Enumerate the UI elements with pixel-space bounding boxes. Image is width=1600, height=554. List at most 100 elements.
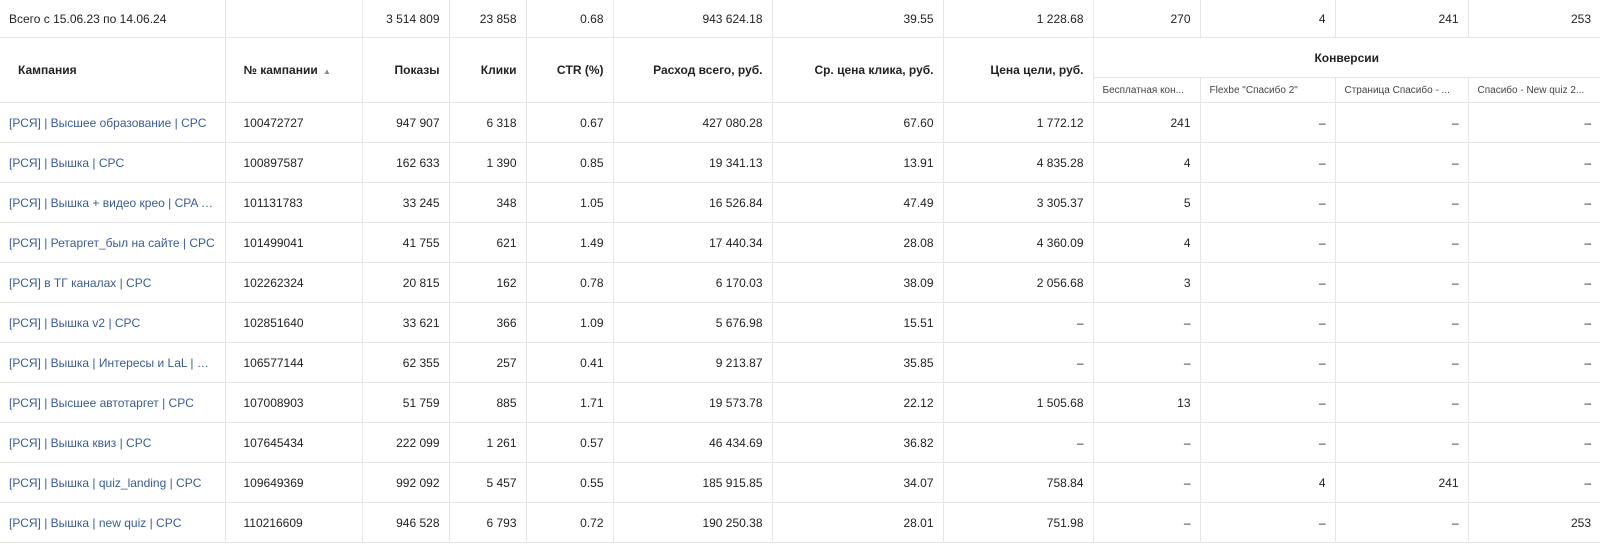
- table-row: [РСЯ] | Вышка квиз | CPC 107645434 222 099…: [0, 422, 1600, 463]
- ctr-cell: 1.09: [526, 302, 614, 343]
- column-header-goal-price[interactable]: Цена цели, руб.: [943, 37, 1094, 103]
- totals-ctr: 0.68: [526, 0, 614, 38]
- table-row: [РСЯ] | Вышка | Интересы и LaL | CPC 1065…: [0, 342, 1600, 383]
- column-header-spend[interactable]: Расход всего, руб.: [613, 37, 773, 103]
- column-header-conv-4[interactable]: Спасибо - New quiz 2...: [1468, 77, 1600, 103]
- conv-1-cell: 241: [1093, 102, 1201, 143]
- campaign-name-link[interactable]: [РСЯ] | Ретаргет_был на сайте | CPC: [0, 222, 226, 263]
- shows-cell: 33 621: [362, 302, 450, 343]
- spend-cell: 190 250.38: [613, 502, 773, 543]
- conv-4-cell: –: [1468, 142, 1600, 183]
- clicks-cell: 257: [449, 342, 527, 383]
- column-group-header-conversions: Конверсии: [1093, 37, 1600, 78]
- campaign-id: 101499041: [225, 222, 363, 263]
- column-header-conv-3[interactable]: Страница Спасибо - ...: [1335, 77, 1469, 103]
- table-row: [РСЯ] | Вышка | quiz_landing | CPC 109649…: [0, 462, 1600, 503]
- column-header-shows[interactable]: Показы: [362, 37, 450, 103]
- totals-conv-2: 4: [1200, 0, 1336, 38]
- campaign-name-link[interactable]: [РСЯ] | Высшее образование | CPC: [0, 102, 226, 143]
- column-header-conv-1[interactable]: Бесплатная кон...: [1093, 77, 1201, 103]
- sort-ascending-icon[interactable]: ▲: [323, 67, 331, 76]
- conv-4-cell: –: [1468, 422, 1600, 463]
- conv-4-cell: –: [1468, 102, 1600, 143]
- conv-4-cell: –: [1468, 462, 1600, 503]
- clicks-cell: 885: [449, 382, 527, 423]
- column-header-campaign-id[interactable]: № кампании ▲: [225, 37, 363, 103]
- avg-cpc-cell: 13.91: [772, 142, 944, 183]
- table-row: [РСЯ] | Высшее образование | CPC 10047272…: [0, 102, 1600, 143]
- conv-4-cell: –: [1468, 342, 1600, 383]
- column-header-ctr[interactable]: CTR (%): [526, 37, 614, 103]
- spend-cell: 5 676.98: [613, 302, 773, 343]
- campaign-name-link[interactable]: [РСЯ] | Вышка + видео крео | CPA ДРР: [0, 182, 226, 223]
- campaign-id: 100897587: [225, 142, 363, 183]
- campaign-name-link[interactable]: [РСЯ] | Вышка | CPC: [0, 142, 226, 183]
- goal-price-cell: 1 505.68: [943, 382, 1094, 423]
- shows-cell: 992 092: [362, 462, 450, 503]
- goal-price-cell: 2 056.68: [943, 262, 1094, 303]
- totals-conv-4: 253: [1468, 0, 1600, 38]
- avg-cpc-cell: 67.60: [772, 102, 944, 143]
- avg-cpc-cell: 28.01: [772, 502, 944, 543]
- column-header-clicks[interactable]: Клики: [449, 37, 527, 103]
- avg-cpc-cell: 22.12: [772, 382, 944, 423]
- conv-1-cell: –: [1093, 462, 1201, 503]
- campaign-name-link[interactable]: [РСЯ] | Высшее автотаргет | CPC: [0, 382, 226, 423]
- ctr-cell: 0.41: [526, 342, 614, 383]
- table-row: [РСЯ] | Вышка + видео крео | CPA ДРР 1011…: [0, 182, 1600, 223]
- clicks-cell: 162: [449, 262, 527, 303]
- campaign-name-link[interactable]: [РСЯ] | Вышка v2 | CPC: [0, 302, 226, 343]
- column-header-conv-2[interactable]: Flexbe "Спасибо 2": [1200, 77, 1336, 103]
- spend-cell: 6 170.03: [613, 262, 773, 303]
- totals-conv-3: 241: [1335, 0, 1469, 38]
- avg-cpc-cell: 47.49: [772, 182, 944, 223]
- conv-1-cell: 5: [1093, 182, 1201, 223]
- campaign-name-link[interactable]: [РСЯ] в ТГ каналах | CPC: [0, 262, 226, 303]
- conv-1-cell: –: [1093, 422, 1201, 463]
- conv-2-cell: –: [1200, 422, 1336, 463]
- avg-cpc-cell: 34.07: [772, 462, 944, 503]
- avg-cpc-cell: 35.85: [772, 342, 944, 383]
- column-header-campaign[interactable]: Кампания: [0, 37, 226, 103]
- goal-price-cell: 758.84: [943, 462, 1094, 503]
- totals-period-label: Всего с 15.06.23 по 14.06.24: [0, 0, 226, 38]
- shows-cell: 947 907: [362, 102, 450, 143]
- conv-3-cell: –: [1335, 262, 1469, 303]
- conv-2-cell: –: [1200, 342, 1336, 383]
- goal-price-cell: 4 835.28: [943, 142, 1094, 183]
- spend-cell: 19 573.78: [613, 382, 773, 423]
- conv-2-cell: –: [1200, 102, 1336, 143]
- ctr-cell: 0.67: [526, 102, 614, 143]
- campaign-name-link[interactable]: [РСЯ] | Вышка | quiz_landing | CPC: [0, 462, 226, 503]
- clicks-cell: 1 390: [449, 142, 527, 183]
- goal-price-cell: –: [943, 422, 1094, 463]
- campaign-name-link[interactable]: [РСЯ] | Вышка квиз | CPC: [0, 422, 226, 463]
- ctr-cell: 0.85: [526, 142, 614, 183]
- campaign-name-link[interactable]: [РСЯ] | Вышка | Интересы и LaL | CPC: [0, 342, 226, 383]
- shows-cell: 62 355: [362, 342, 450, 383]
- spend-cell: 185 915.85: [613, 462, 773, 503]
- shows-cell: 51 759: [362, 382, 450, 423]
- conv-4-cell: –: [1468, 382, 1600, 423]
- conv-4-cell: –: [1468, 182, 1600, 223]
- totals-avg-cpc: 39.55: [772, 0, 944, 38]
- clicks-cell: 6 793: [449, 502, 527, 543]
- table-row: [РСЯ] | Вышка | new quiz | CPC 110216609 9…: [0, 502, 1600, 543]
- campaign-id: 109649369: [225, 462, 363, 503]
- header-row: Кампания № кампании ▲ Показы Клики CTR (…: [0, 37, 1600, 103]
- clicks-cell: 1 261: [449, 422, 527, 463]
- conv-2-cell: –: [1200, 502, 1336, 543]
- conv-4-cell: –: [1468, 222, 1600, 263]
- clicks-cell: 5 457: [449, 462, 527, 503]
- spend-cell: 427 080.28: [613, 102, 773, 143]
- clicks-cell: 366: [449, 302, 527, 343]
- goal-price-cell: –: [943, 302, 1094, 343]
- conv-4-cell: –: [1468, 302, 1600, 343]
- column-header-avg-cpc[interactable]: Ср. цена клика, руб.: [772, 37, 944, 103]
- totals-clicks: 23 858: [449, 0, 527, 38]
- conv-3-cell: –: [1335, 342, 1469, 383]
- ctr-cell: 0.72: [526, 502, 614, 543]
- conv-2-cell: –: [1200, 262, 1336, 303]
- totals-goal-price: 1 228.68: [943, 0, 1094, 38]
- campaign-name-link[interactable]: [РСЯ] | Вышка | new quiz | CPC: [0, 502, 226, 543]
